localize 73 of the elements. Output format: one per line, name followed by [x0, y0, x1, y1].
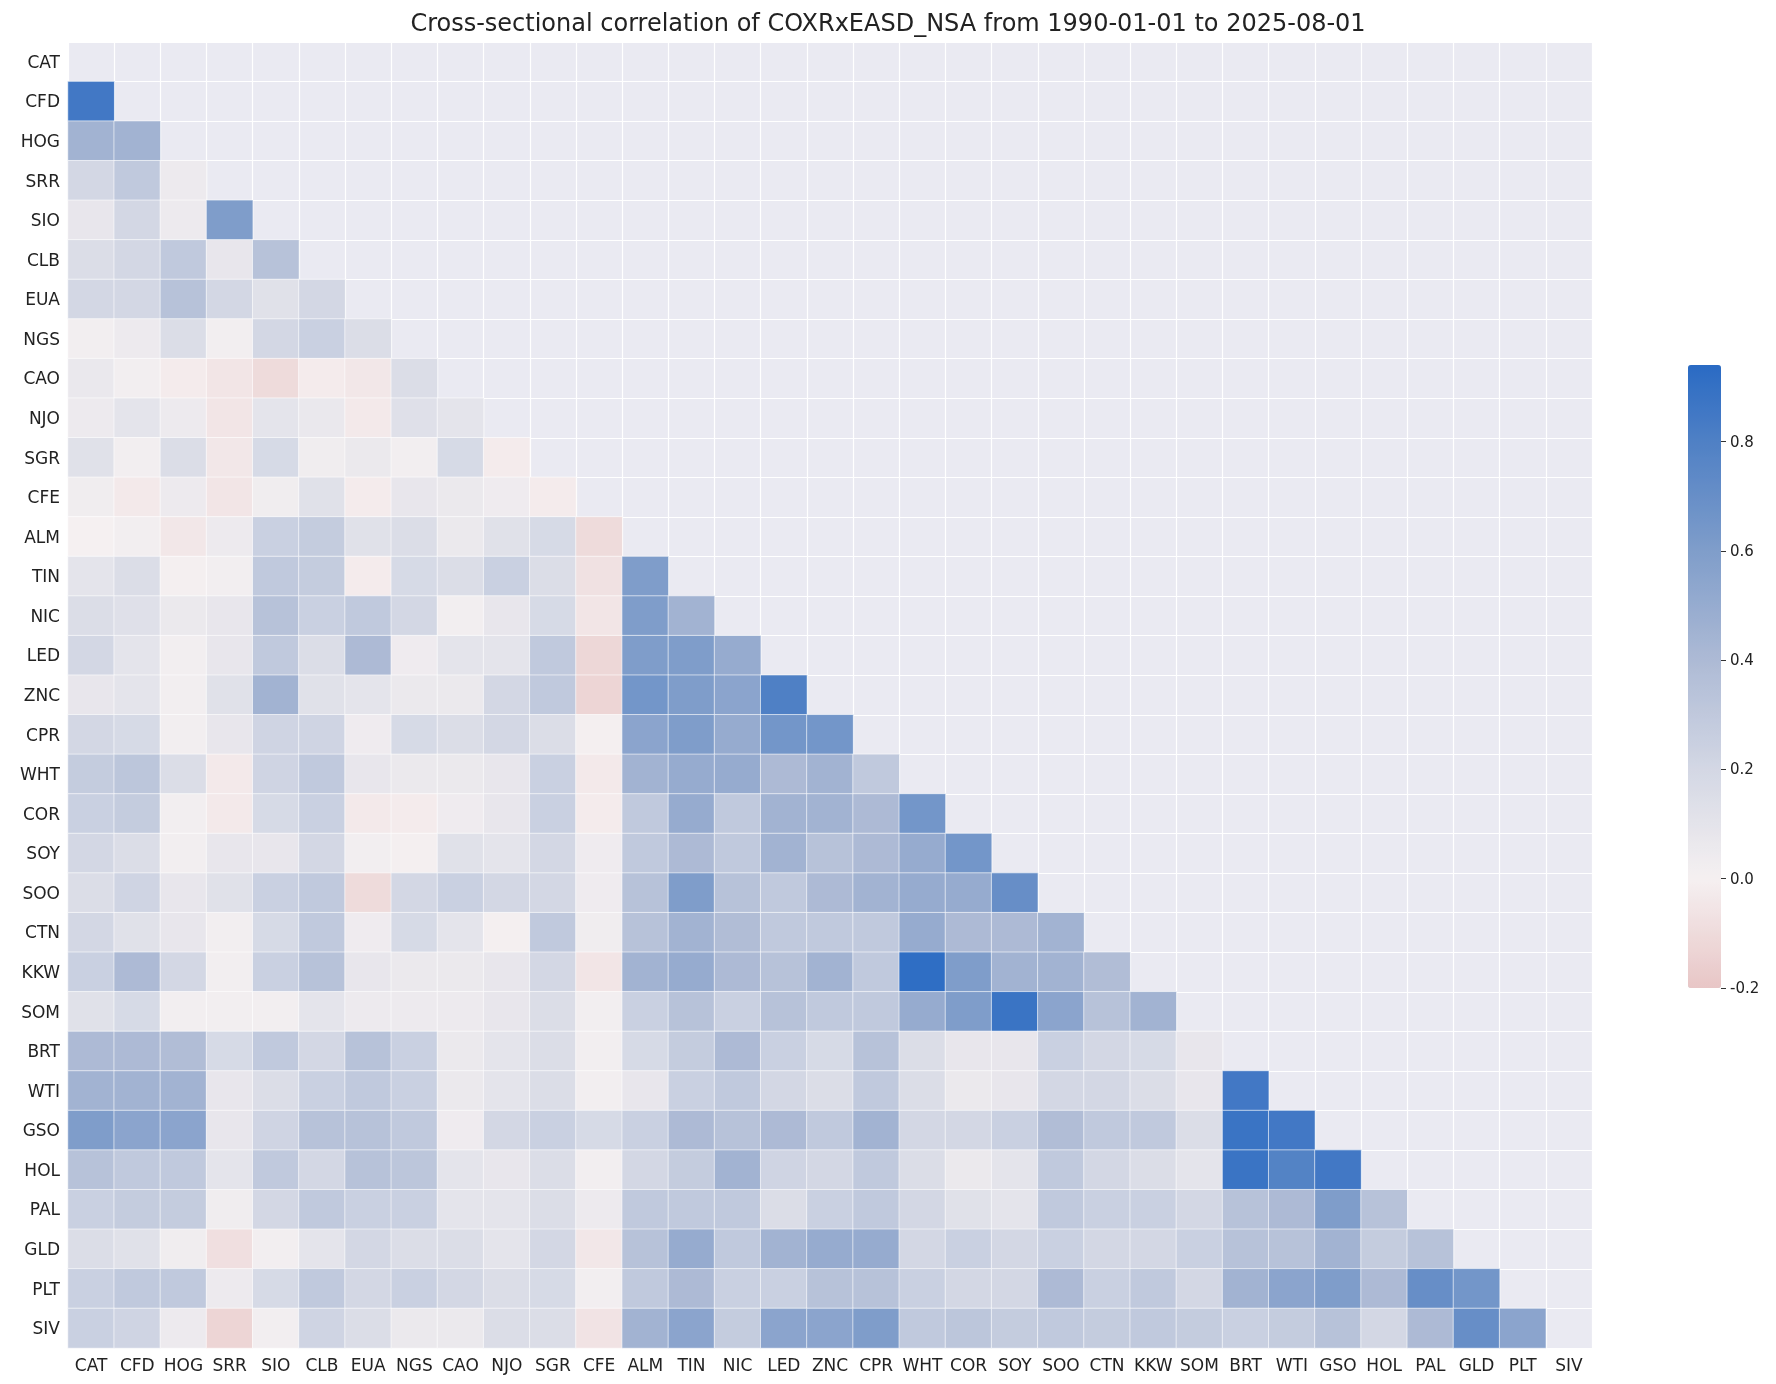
y-tick-label: CAT [27, 51, 61, 72]
y-tick-label: PAL [29, 1199, 61, 1220]
x-tick-label: SGR [535, 1354, 571, 1375]
x-tick-label: SOO [1042, 1354, 1080, 1375]
x-tick-label: TIN [676, 1354, 706, 1375]
y-tick-label: CTN [25, 922, 60, 943]
chart-title: Cross-sectional correlation of COXRxEASD_NSA from 1990-01-01 to 2025-08-01 [410, 9, 1366, 37]
y-tick-label: BRT [27, 1041, 61, 1062]
x-tick-label: NIC [722, 1354, 753, 1375]
x-tick-label: HOL [1366, 1354, 1403, 1375]
y-tick-label: NGS [23, 328, 60, 349]
x-tick-label: SOY [997, 1354, 1033, 1375]
y-tick-label: SIO [30, 210, 60, 231]
y-tick-label: NIC [30, 605, 60, 626]
color-bar-label: 0.0 [1730, 869, 1754, 888]
y-tick-label: WHT [20, 764, 61, 785]
color-bar-label: 0.6 [1730, 541, 1754, 560]
y-tick-label: LED [26, 645, 60, 666]
x-tick-label: CPR [859, 1354, 894, 1375]
y-tick-label: CFE [27, 487, 60, 508]
x-tick-label: ZNC [811, 1354, 849, 1375]
y-tick-label: NJO [28, 407, 60, 428]
x-tick-label: CFE [582, 1354, 616, 1375]
y-tick-label: KKW [21, 962, 61, 983]
x-tick-label: NGS [396, 1354, 433, 1375]
color-bar-label: 0.2 [1730, 760, 1754, 779]
x-tick-label: PAL [1415, 1354, 1447, 1375]
x-tick-label: KKW [1134, 1354, 1173, 1375]
y-tick-label: HOG [20, 130, 60, 151]
y-tick-label: COR [22, 803, 61, 824]
y-tick-label: SOM [21, 1001, 60, 1022]
y-tick-label: HOL [24, 1159, 61, 1180]
x-tick-label: CFD [119, 1354, 155, 1375]
x-tick-label: PLT [1508, 1354, 1538, 1375]
x-tick-label: EUA [350, 1354, 386, 1375]
color-bar-label: 0.8 [1730, 432, 1754, 451]
x-tick-label: ALM [627, 1354, 664, 1375]
y-tick-label: TIN [30, 566, 60, 587]
y-tick-label: PLT [32, 1278, 61, 1299]
x-tick-label: SRR [212, 1354, 248, 1375]
color-bar-label: 0.4 [1730, 651, 1754, 670]
y-tick-label: SOY [26, 843, 61, 864]
x-tick-label: SIV [1555, 1354, 1583, 1375]
x-tick-label: WTI [1275, 1354, 1308, 1375]
x-tick-label: CAT [74, 1354, 108, 1375]
y-tick-label: GLD [24, 1239, 60, 1260]
y-tick-label: SRR [25, 170, 61, 191]
x-tick-label: HOG [163, 1354, 204, 1375]
y-tick-label: WTI [27, 1080, 60, 1101]
y-tick-label: ALM [24, 526, 60, 547]
x-tick-label: SOM [1180, 1354, 1219, 1375]
y-tick-label: SGR [24, 447, 61, 468]
y-tick-label: GSO [22, 1120, 60, 1141]
x-tick-label: CLB [305, 1354, 339, 1375]
color-bar-label: -0.2 [1730, 979, 1760, 997]
x-tick-label: COR [950, 1354, 988, 1375]
y-tick-label: EUA [25, 289, 61, 310]
x-tick-label: WHT [902, 1354, 943, 1375]
x-tick-label: SIO [261, 1354, 291, 1375]
y-tick-label: ZNC [23, 685, 60, 705]
y-tick-label: SOO [22, 882, 60, 903]
x-tick-label: BRT [1229, 1354, 1263, 1375]
x-tick-label: CAO [442, 1354, 479, 1375]
x-tick-label: NJO [491, 1354, 523, 1375]
x-tick-label: GSO [1319, 1354, 1357, 1375]
x-tick-label: CTN [1089, 1354, 1125, 1375]
x-tick-label: GLD [1458, 1354, 1495, 1375]
y-tick-label: CFD [25, 91, 60, 112]
y-tick-label: CLB [26, 249, 60, 270]
y-tick-label: SIV [32, 1318, 61, 1339]
x-tick-label: LED [767, 1354, 801, 1375]
y-tick-label: CAO [23, 368, 60, 389]
y-tick-label: CPR [26, 724, 61, 745]
